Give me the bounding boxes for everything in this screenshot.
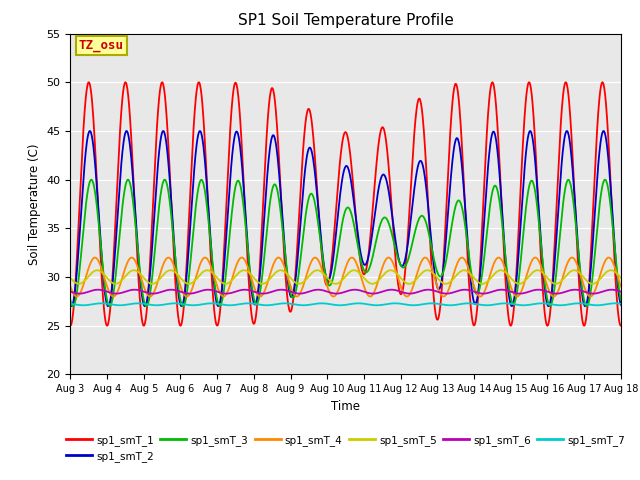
- sp1_smT_1: [67, 323, 74, 329]
- sp1_smT_5: [617, 275, 625, 281]
- sp1_smT_7: [250, 301, 258, 307]
- Legend: sp1_smT_1, sp1_smT_2, sp1_smT_3, sp1_smT_4, sp1_smT_5, sp1_smT_6, sp1_smT_7: sp1_smT_1, sp1_smT_2, sp1_smT_3, sp1_smT…: [62, 431, 629, 466]
- sp1_smT_5: [432, 273, 440, 279]
- Y-axis label: Soil Temperature (C): Soil Temperature (C): [28, 143, 41, 265]
- sp1_smT_4: [238, 255, 246, 261]
- sp1_smT_3: [189, 226, 197, 231]
- sp1_smT_4: [504, 274, 511, 279]
- sp1_smT_2: [175, 298, 183, 303]
- sp1_smT_2: [67, 302, 74, 308]
- sp1_smT_7: [175, 300, 183, 306]
- sp1_smT_7: [67, 301, 74, 307]
- sp1_smT_4: [617, 284, 625, 289]
- Line: sp1_smT_2: sp1_smT_2: [70, 131, 621, 306]
- sp1_smT_6: [504, 288, 511, 293]
- sp1_smT_1: [176, 322, 184, 328]
- sp1_smT_1: [431, 309, 439, 315]
- sp1_smT_2: [431, 272, 439, 277]
- sp1_smT_5: [177, 275, 184, 280]
- sp1_smT_6: [67, 289, 74, 295]
- sp1_smT_1: [552, 218, 559, 224]
- sp1_smT_4: [175, 280, 183, 286]
- sp1_smT_2: [503, 273, 511, 279]
- sp1_smT_1: [85, 79, 93, 85]
- sp1_smT_6: [189, 290, 197, 296]
- sp1_smT_6: [552, 291, 559, 297]
- sp1_smT_5: [504, 271, 511, 277]
- Title: SP1 Soil Temperature Profile: SP1 Soil Temperature Profile: [237, 13, 454, 28]
- sp1_smT_4: [189, 284, 196, 290]
- Line: sp1_smT_5: sp1_smT_5: [70, 270, 621, 284]
- sp1_smT_7: [391, 300, 399, 306]
- sp1_smT_6: [608, 287, 616, 293]
- sp1_smT_3: [552, 271, 560, 277]
- sp1_smT_4: [552, 292, 560, 298]
- sp1_smT_6: [76, 291, 83, 297]
- sp1_smT_5: [252, 276, 259, 282]
- sp1_smT_5: [93, 267, 101, 273]
- sp1_smT_2: [552, 249, 559, 255]
- sp1_smT_2: [581, 303, 589, 309]
- sp1_smT_5: [112, 281, 120, 287]
- sp1_smT_6: [431, 288, 439, 294]
- sp1_smT_3: [617, 297, 625, 303]
- sp1_smT_5: [189, 279, 197, 285]
- sp1_smT_3: [88, 177, 95, 182]
- Line: sp1_smT_6: sp1_smT_6: [70, 290, 621, 294]
- sp1_smT_2: [563, 128, 571, 134]
- sp1_smT_4: [251, 286, 259, 292]
- sp1_smT_2: [250, 301, 258, 307]
- X-axis label: Time: Time: [331, 400, 360, 413]
- sp1_smT_6: [251, 289, 259, 295]
- Text: TZ_osu: TZ_osu: [79, 39, 124, 52]
- sp1_smT_1: [189, 132, 197, 138]
- sp1_smT_1: [504, 301, 511, 307]
- sp1_smT_7: [410, 302, 417, 308]
- sp1_smT_1: [251, 320, 259, 325]
- sp1_smT_2: [617, 302, 625, 308]
- sp1_smT_4: [432, 278, 440, 284]
- sp1_smT_7: [617, 301, 625, 307]
- sp1_smT_7: [504, 300, 511, 306]
- sp1_smT_7: [189, 302, 196, 308]
- sp1_smT_6: [617, 289, 625, 295]
- Line: sp1_smT_4: sp1_smT_4: [70, 258, 621, 297]
- sp1_smT_3: [504, 274, 511, 279]
- sp1_smT_4: [256, 294, 264, 300]
- sp1_smT_5: [552, 281, 560, 287]
- Line: sp1_smT_3: sp1_smT_3: [70, 180, 621, 306]
- Line: sp1_smT_7: sp1_smT_7: [70, 303, 621, 305]
- sp1_smT_3: [67, 297, 74, 303]
- sp1_smT_3: [69, 303, 77, 309]
- Line: sp1_smT_1: sp1_smT_1: [70, 82, 621, 326]
- sp1_smT_1: [617, 323, 625, 329]
- sp1_smT_3: [432, 264, 440, 270]
- sp1_smT_4: [67, 284, 74, 289]
- sp1_smT_6: [176, 288, 184, 294]
- sp1_smT_3: [177, 296, 184, 301]
- sp1_smT_7: [432, 300, 440, 306]
- sp1_smT_2: [189, 186, 196, 192]
- sp1_smT_5: [67, 275, 74, 281]
- sp1_smT_3: [252, 300, 259, 305]
- sp1_smT_7: [552, 302, 560, 308]
